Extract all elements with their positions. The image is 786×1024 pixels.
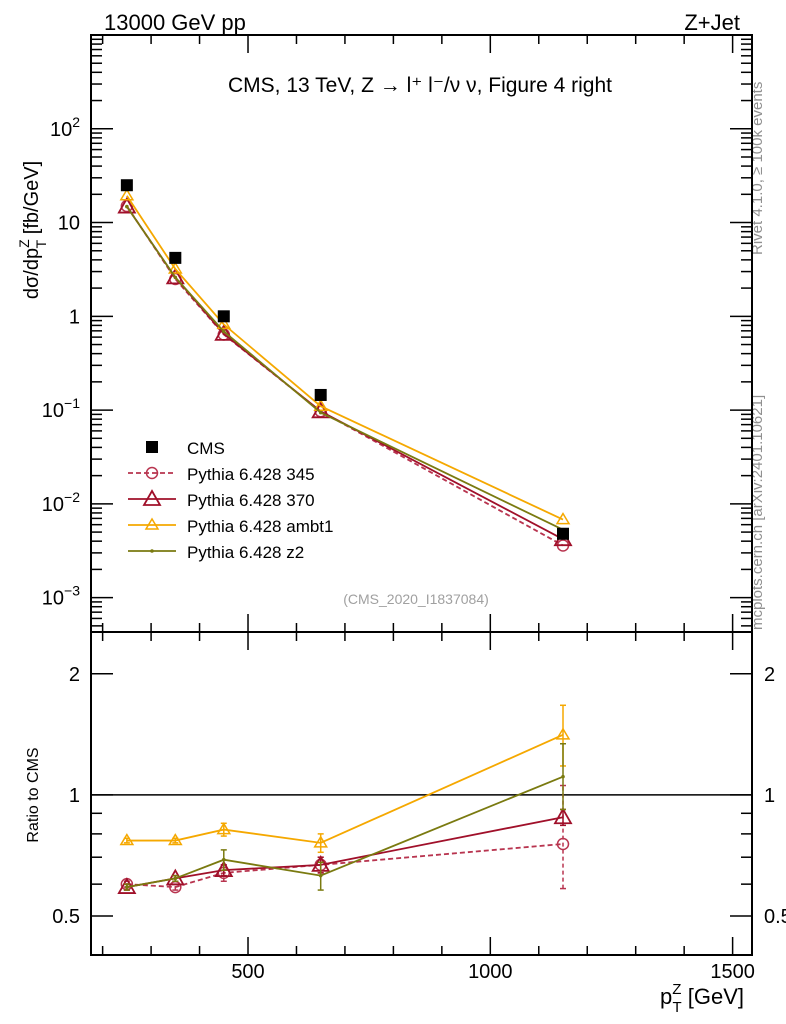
data-point-CMS: [120, 179, 133, 192]
legend-label: CMS: [187, 439, 225, 458]
data-point-ambt1: [216, 316, 232, 330]
rivet-version-label: Rivet 4.1.0, ≥ 100k events: [749, 82, 766, 255]
ratio-y-tick-label: 0.5: [52, 906, 80, 928]
data-point-z2: [221, 329, 226, 334]
y-axis-label: dσ/dpZT [fb/GeV]: [16, 161, 49, 299]
ratio-data-point-z2: [318, 873, 323, 878]
data-point-z2: [125, 204, 129, 209]
ratio-axis-label: Ratio to CMS: [25, 747, 42, 842]
main-title: CMS, 13 TeV, Z → l⁺ l⁻/ν ν, Figure 4 rig…: [228, 74, 612, 97]
ratio-data-point-ambt1: [216, 822, 232, 835]
legend-label: Pythia 6.428 z2: [187, 543, 304, 562]
y-tick-label: 1: [69, 306, 80, 328]
ratio-data-point-z2: [561, 774, 565, 779]
legend-marker-ambt1: [144, 517, 160, 530]
header-right: Z+Jet: [684, 10, 740, 35]
data-point-CMS: [314, 388, 327, 401]
ratio-y-tick-label-right: 0.5: [764, 906, 786, 928]
ratio-y-tick-label-right: 2: [764, 664, 775, 686]
legend-label: Pythia 6.428 345: [187, 465, 315, 484]
y-tick-label: 10−3: [42, 583, 80, 610]
y-tick-label: 102: [50, 114, 80, 141]
legend-label: Pythia 6.428 ambt1: [187, 517, 333, 536]
data-point-CMS: [169, 251, 182, 264]
legend: CMS Pythia 6.428 345 Pythia 6.428 370 Pythi…: [128, 439, 333, 562]
ratio-data-point-z2: [221, 857, 226, 862]
data-point-z2: [173, 275, 178, 280]
legend-marker-p345: [145, 466, 159, 480]
x-tick-label: 1000: [468, 961, 513, 983]
data-point-CMS: [557, 527, 570, 540]
legend-label: Pythia 6.428 370: [187, 491, 315, 510]
ratio-series-line-ambt1: [126, 734, 564, 844]
ratio-y-tick-label-right: 1: [764, 785, 775, 807]
legend-marker-CMS: [146, 441, 158, 453]
ratio-data-point-z2: [173, 876, 178, 881]
mcplots-label: mcplots.cern.ch [arXiv:2401.10621]: [749, 395, 766, 630]
ratio-data-point-ambt1: [119, 833, 135, 846]
ratio-series-line-p370: [126, 816, 564, 888]
data-point-ambt1: [167, 261, 183, 274]
ratio-data-point-ambt1: [555, 727, 571, 740]
data-point-ambt1: [313, 398, 329, 411]
data-point-p345: [120, 199, 134, 213]
x-tick-label: 1500: [710, 961, 755, 983]
data-point-p370: [165, 267, 185, 285]
ratio-data-point-p345: [556, 837, 570, 851]
ratio-y-tick-label: 2: [69, 664, 80, 686]
y-tick-label: 10: [58, 213, 80, 235]
series-line-ambt1: [126, 195, 564, 521]
data-point-p370: [214, 324, 234, 341]
x-axis-label: pZ T [GeV]: [660, 981, 744, 1016]
ratio-data-point-ambt1: [167, 833, 183, 846]
header-left: 13000 GeV pp: [104, 10, 246, 35]
ratio-y-tick-label: 1: [69, 785, 80, 807]
legend-marker-z2: [150, 549, 154, 553]
ratio-plot-frame: [90, 631, 753, 956]
ratio-data-point-p370: [553, 807, 573, 825]
ratio-data-point-z2: [125, 885, 129, 889]
data-point-p370: [117, 196, 137, 214]
ratio-data-point-ambt1: [313, 835, 329, 848]
legend-marker-p370: [142, 489, 162, 506]
data-point-CMS: [217, 310, 230, 323]
x-tick-label: 500: [231, 961, 264, 983]
analysis-watermark: (CMS_2020_I1837084): [343, 591, 489, 607]
y-tick-label: 10−2: [42, 489, 80, 516]
ratio-data-point-p370: [214, 860, 234, 878]
data-point-ambt1: [119, 188, 135, 201]
data-point-ambt1: [555, 512, 571, 525]
data-point-z2: [318, 410, 323, 415]
y-tick-label: 10−1: [42, 395, 80, 422]
